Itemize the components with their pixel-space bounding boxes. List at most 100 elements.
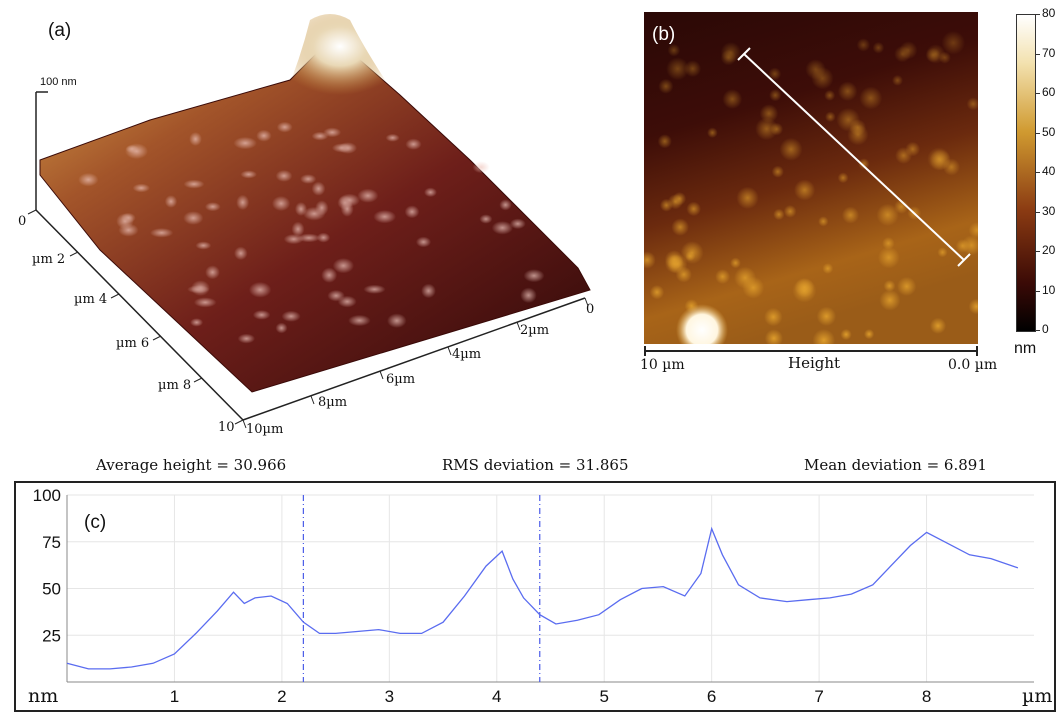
surface-bump: [404, 205, 420, 219]
height-grain: [720, 42, 742, 63]
surface-bump: [348, 314, 371, 327]
surface-bump: [149, 228, 174, 238]
height-grain: [872, 41, 885, 54]
colorbar: [1016, 14, 1036, 332]
surface-bump: [189, 132, 202, 146]
surface-bump: [316, 232, 331, 243]
height-grain: [882, 237, 895, 250]
surface-bump: [234, 246, 248, 261]
surface-bump: [195, 241, 212, 250]
height-axis-line: [644, 350, 978, 352]
surface-bump: [311, 131, 329, 141]
height-grain: [715, 269, 731, 285]
height-grain: [837, 81, 858, 102]
height-grain: [755, 117, 778, 141]
right-axis-tick-label: 8µm: [318, 395, 348, 410]
right-axis-tick-label: 6µm: [386, 372, 416, 387]
height-axis-title: Height: [788, 354, 841, 372]
colorbar-tick-label: 10: [1042, 282, 1056, 297]
height-grain: [812, 329, 836, 344]
height-grain: [879, 289, 901, 311]
height-grain: [769, 89, 782, 102]
height-grain: [883, 280, 896, 292]
surface-bump: [321, 267, 338, 283]
surface-bump: [337, 295, 357, 308]
height-grain: [818, 216, 829, 227]
colorbar-tick-mark: [1035, 211, 1040, 213]
height-axis-tick: [976, 346, 978, 356]
right-axis-tick-label: 2µm: [520, 323, 550, 338]
left-axis-tick-label: µm 2: [32, 252, 66, 267]
colorbar-tick-label: 80: [1042, 6, 1056, 20]
average-height-stat: Average height = 30.966: [96, 456, 287, 474]
surface-bump: [256, 129, 272, 142]
surface-bump: [499, 199, 512, 211]
height-grain: [836, 107, 861, 132]
colorbar-tick-mark: [1035, 93, 1040, 94]
height-grain: [894, 199, 909, 214]
height-grain: [968, 298, 978, 315]
height-grain: [840, 328, 852, 341]
height-grain: [927, 147, 951, 171]
panel-a-surface: [27, 14, 591, 429]
height-grain: [929, 317, 947, 334]
height-grain: [837, 172, 849, 184]
panel-a: (a) 100 nm 0 µm 2 µm 4 µm 6 µm 8 10 10µm…: [0, 0, 610, 445]
height-grain: [825, 111, 836, 123]
height-grain: [841, 206, 860, 224]
height-grain: [707, 127, 718, 138]
height-grain: [685, 251, 696, 262]
height-grain: [759, 104, 779, 123]
surface-bump: [300, 174, 317, 184]
surface-bump: [424, 187, 437, 198]
colorbar-tick-mark: [1035, 132, 1040, 134]
surface-bump: [183, 179, 205, 189]
colorbar-tick-mark: [1035, 53, 1040, 55]
height-grain: [937, 247, 948, 258]
surface-bump: [237, 333, 256, 344]
colorbar-tick-mark: [1035, 290, 1040, 292]
surface-bump: [281, 310, 301, 322]
height-grain: [858, 158, 870, 170]
surface-bump: [116, 213, 134, 230]
panel-b: (b) 10 µm Height 0.0 µm 80 70 60 50 40 30 20 10…: [640, 6, 1060, 392]
surface-bump: [132, 183, 150, 193]
height-grain: [899, 41, 918, 60]
surface-bump: [191, 280, 210, 296]
right-axis-tick-label: 0: [586, 302, 595, 317]
height-grain: [771, 165, 784, 178]
colorbar-tick-mark: [1035, 330, 1040, 331]
surface-bump: [276, 121, 293, 133]
surface-bump: [479, 214, 493, 224]
height-grain: [822, 263, 834, 274]
height-grain: [816, 306, 837, 326]
surface-bump: [291, 221, 305, 237]
height-grain: [779, 137, 803, 161]
surface-bump: [275, 169, 293, 182]
surface-bump: [164, 195, 178, 208]
surface-bump: [311, 181, 326, 196]
colorbar-tick-label: 40: [1042, 164, 1056, 178]
height-grain: [859, 86, 883, 110]
height-grain: [961, 235, 978, 256]
surface-bump: [363, 284, 386, 294]
surface-bump: [523, 269, 545, 283]
height-grain: [892, 74, 903, 86]
surface-bump: [520, 287, 537, 304]
surface-bump: [491, 221, 514, 235]
height-grain: [666, 57, 689, 81]
surface-bump: [332, 258, 355, 274]
panel-b-label: (b): [652, 24, 676, 45]
height-grain: [824, 89, 836, 101]
height-grain: [686, 201, 701, 217]
left-axis-tick-label: 10: [218, 420, 235, 435]
height-grain: [794, 179, 816, 201]
colorbar-tick-mark: [1035, 251, 1040, 252]
panel-c-frame: [14, 481, 1056, 712]
surface-bump: [405, 138, 422, 150]
height-grain: [764, 329, 783, 344]
surface-bump: [373, 210, 397, 224]
left-axis-tick-label: µm 4: [74, 292, 108, 307]
surface-bump: [472, 161, 490, 174]
height-grain: [925, 44, 946, 64]
